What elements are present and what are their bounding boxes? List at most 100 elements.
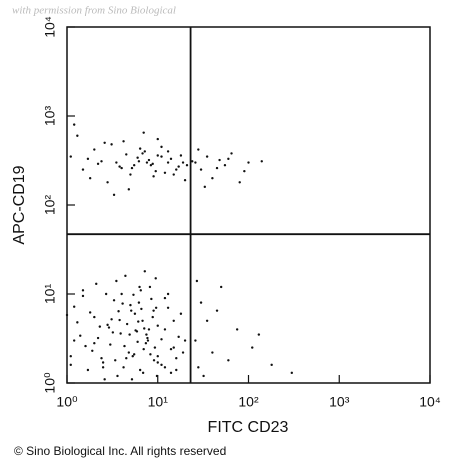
dot [132,164,136,167]
dot [243,169,246,173]
dot [160,155,163,158]
dot [104,292,108,296]
dot [115,279,118,283]
dot [121,302,124,305]
dot [144,342,148,345]
dot [181,351,185,354]
dot [95,282,98,286]
dot [152,359,156,362]
dot [88,177,92,180]
dot [143,327,146,330]
dot [166,292,170,296]
dot [125,153,128,156]
dot [215,309,219,312]
dot [146,336,149,340]
dot [160,363,163,367]
dot [197,366,200,369]
dot [139,289,142,292]
dot [120,166,123,170]
dot [141,371,145,375]
dot [179,154,183,157]
dot [131,355,134,358]
dot [163,296,167,300]
dot [79,334,82,337]
dot [166,306,170,309]
dot [136,340,139,344]
dot [151,162,154,166]
dot [136,156,139,159]
dot [154,306,158,309]
dot [238,181,241,184]
dot [114,359,117,362]
dot [137,301,141,304]
dot [177,335,180,339]
dot [122,140,125,143]
dot [195,279,199,283]
dot [106,181,109,184]
dot [137,320,140,323]
dot [145,161,149,164]
dot [205,319,209,322]
dot [81,289,85,292]
dot [137,160,141,163]
dot [141,152,144,155]
dot [100,356,103,360]
dot [122,366,125,369]
dot [72,123,76,126]
dot [142,347,145,351]
dot [163,171,167,175]
dot [153,346,157,349]
dot [152,175,155,178]
y-tick-label: 10⁰ [42,372,58,394]
dot [175,168,178,171]
dot [227,359,230,362]
dot [169,371,173,375]
dot [169,157,173,161]
dot [143,270,147,273]
dot [183,178,187,182]
dot [123,344,126,348]
dot [103,378,106,381]
dot [218,158,221,162]
y-tick-label: 10⁴ [42,16,58,38]
y-tick-label: 10² [42,195,58,216]
dot [172,173,175,176]
dot [111,331,115,334]
dot [202,374,205,378]
dot [141,319,144,322]
dot [130,166,134,170]
dot [172,319,175,322]
dot [107,326,111,329]
dot [76,321,79,324]
dot [194,161,197,164]
dot [156,361,159,364]
dot [211,177,214,180]
dot [230,152,233,155]
dot [251,346,254,349]
dot [129,303,132,307]
dot [140,307,143,311]
dot [118,318,121,322]
dot [86,368,90,372]
dot [116,374,119,378]
dot [227,157,230,161]
dot [96,162,100,166]
dot [181,161,185,164]
x-tick-label: 10¹ [148,394,169,410]
dot [130,309,133,312]
dot [147,328,151,331]
dot [112,299,116,302]
dot [69,363,72,367]
dot [76,134,79,137]
dot [132,353,136,356]
dot [110,318,113,321]
dot [205,155,209,158]
dot [93,315,96,319]
dot [152,309,155,312]
dot [112,193,116,197]
dot [175,368,178,372]
dot [166,161,170,164]
dot [197,148,200,151]
dot [211,351,214,354]
